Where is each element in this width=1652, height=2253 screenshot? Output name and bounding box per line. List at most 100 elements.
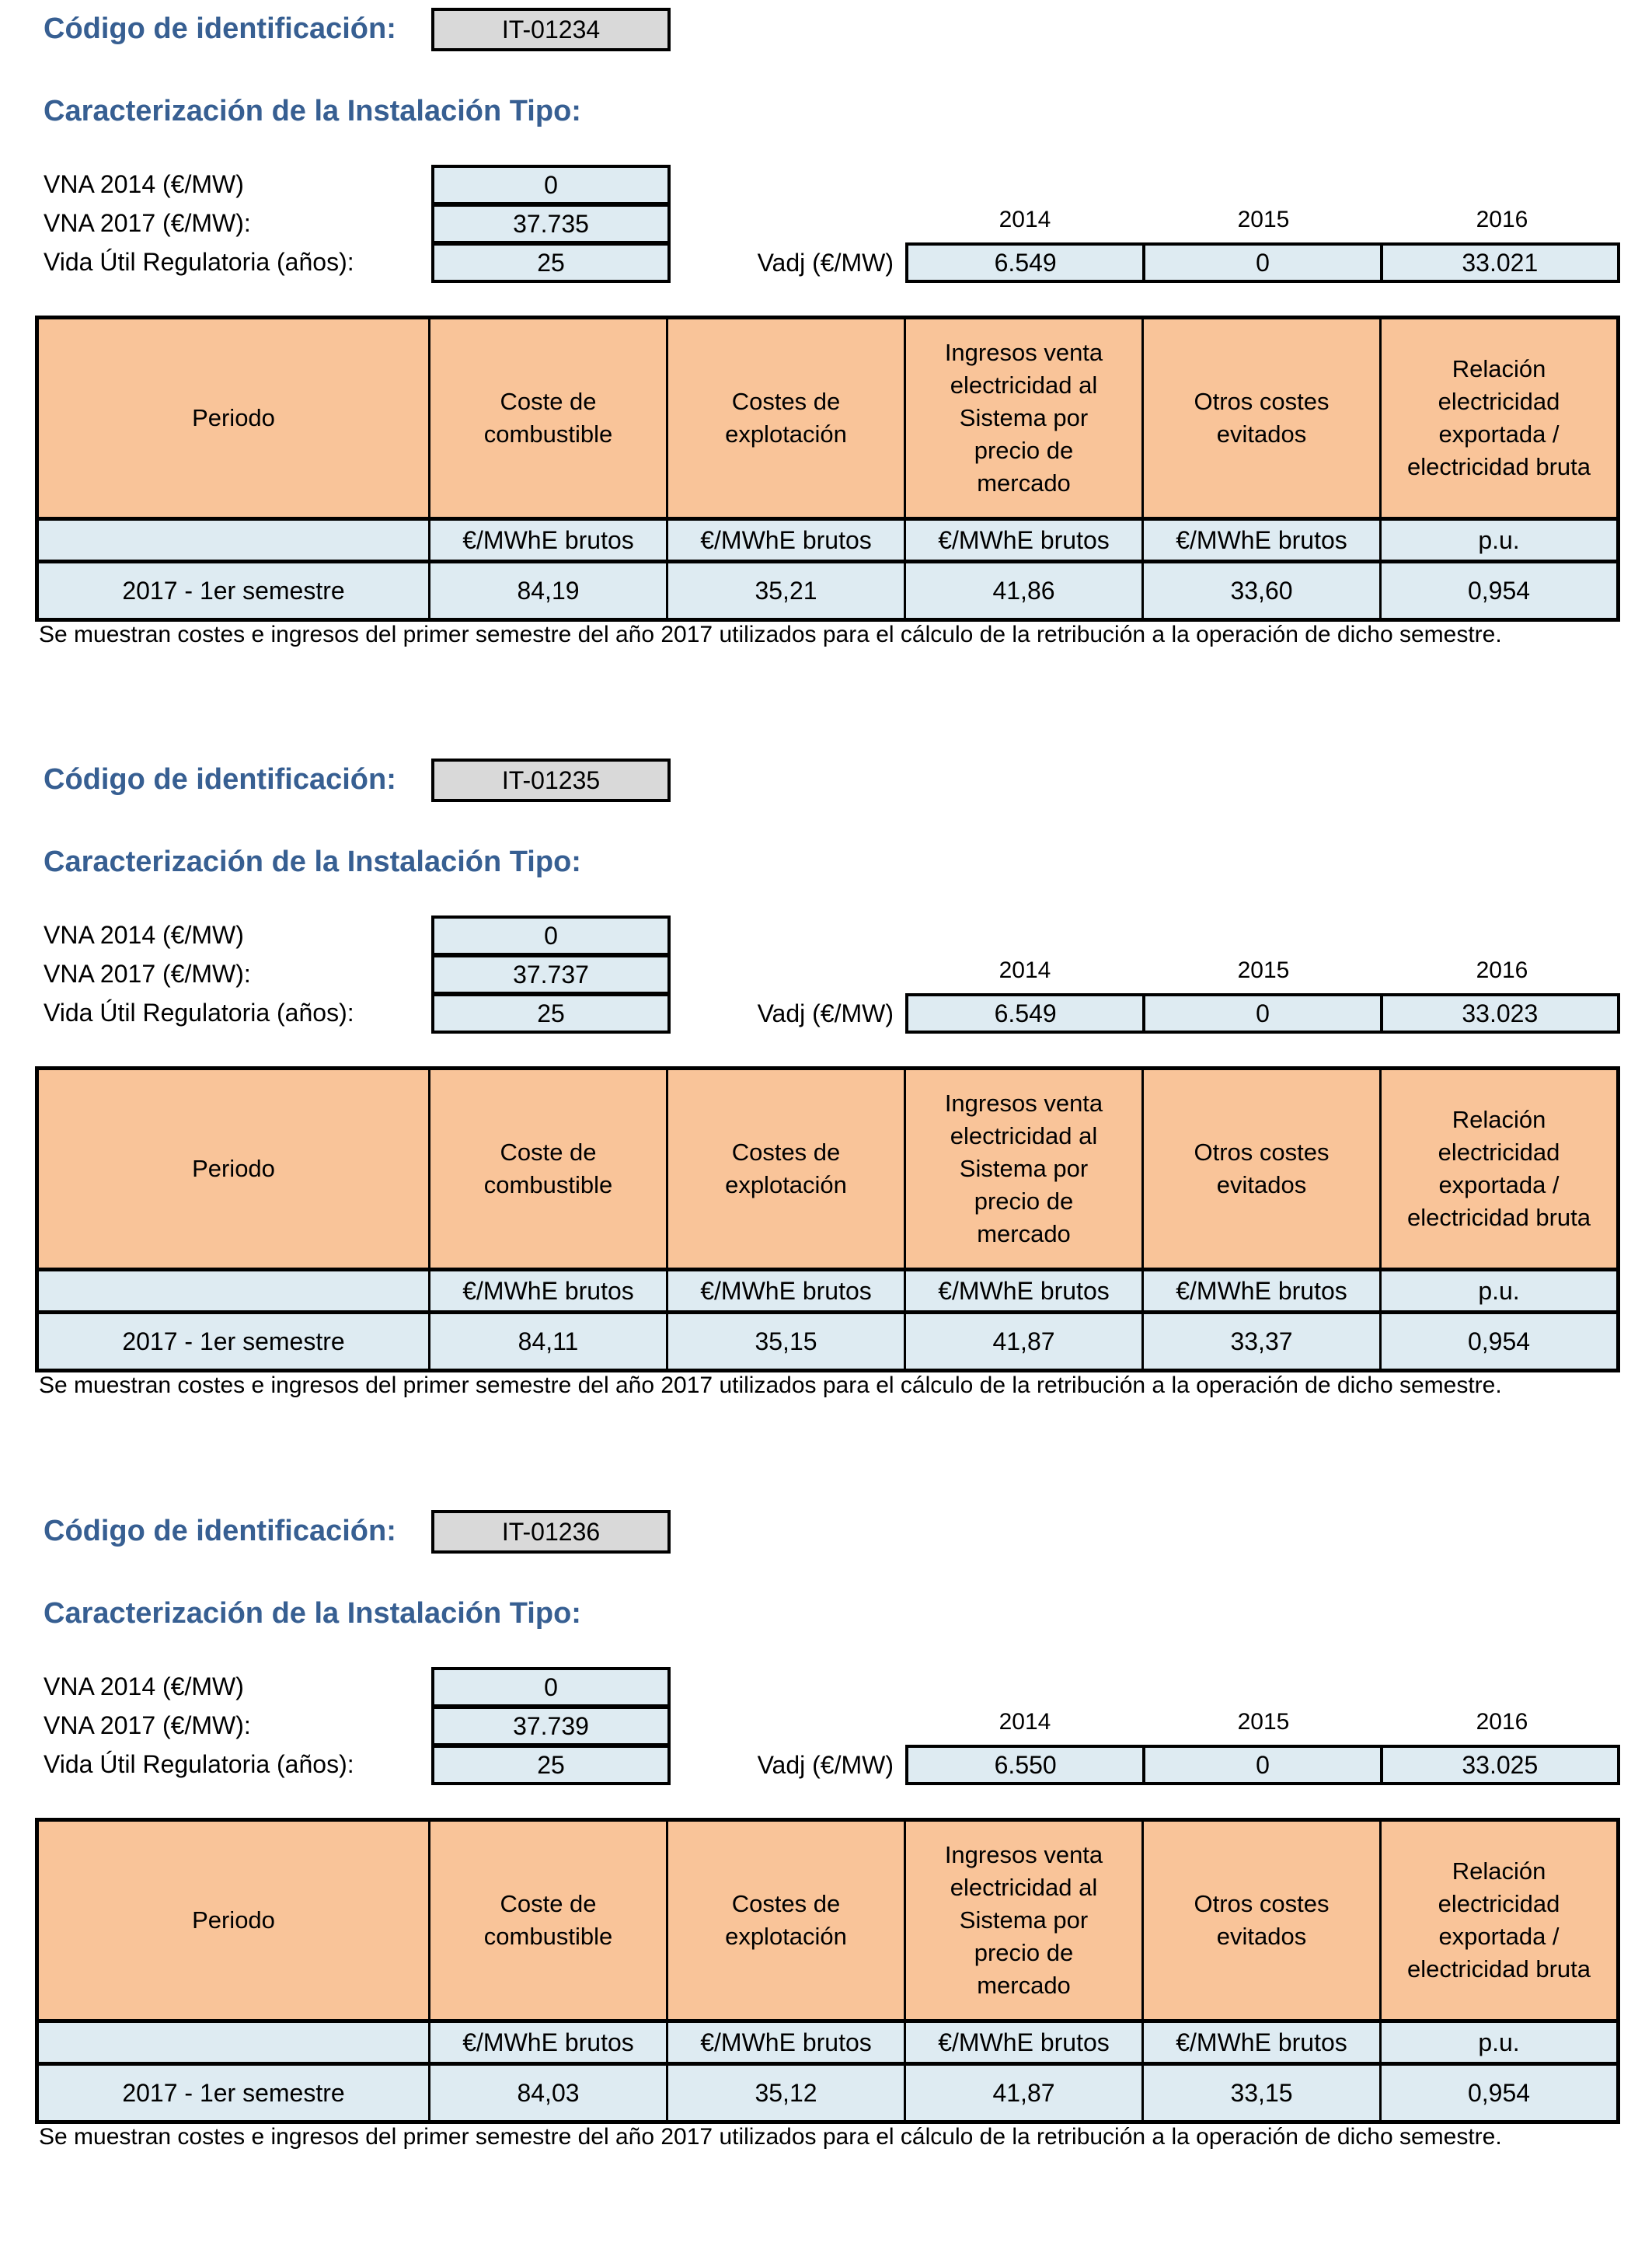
vadj-2014-value: 6.549: [908, 996, 1143, 1031]
vadj-values-box: 6.550 0 33.025: [905, 1745, 1620, 1785]
table-header-row: Periodo Coste de combustible Costes de e…: [36, 316, 1619, 520]
vna-2014-label: VNA 2014 (€/MW): [44, 1672, 244, 1700]
divider: [434, 1743, 667, 1748]
header-otros-costes: Otros costes evitados: [1141, 1819, 1382, 2022]
ingresos-venta-value: 41,86: [904, 560, 1144, 621]
header-periodo: Periodo: [36, 1819, 430, 2022]
year-2016-label: 2016: [1476, 207, 1528, 232]
vadj-label: Vadj (€/MW): [757, 999, 894, 1027]
ingresos-venta-value: 41,87: [904, 1311, 1144, 1372]
costes-explotacion-value: 35,15: [666, 1311, 906, 1372]
divider: [434, 1704, 667, 1709]
codigo-identificacion-box: IT-01235: [431, 759, 671, 802]
units-empty-cell: [36, 2019, 430, 2066]
costes-explotacion-value: 35,21: [666, 560, 906, 621]
vna-values-box: 0 37.737 25: [431, 915, 671, 1034]
divider: [434, 241, 667, 246]
year-2014-label: 2014: [999, 957, 1051, 983]
header-coste-combustible: Coste de combustible: [428, 1819, 668, 2022]
header-ingresos-venta: Ingresos venta electricidad al Sistema p…: [904, 1067, 1144, 1271]
header-relacion-electricidad: Relación electricidad exportada / electr…: [1379, 316, 1619, 520]
year-2014-label: 2014: [999, 207, 1051, 232]
year-2014-label: 2014: [999, 1709, 1051, 1735]
codigo-identificacion-label: Código de identificación:: [44, 12, 396, 45]
year-2015-label: 2015: [1237, 207, 1290, 232]
codigo-identificacion-label: Código de identificación:: [44, 1515, 396, 1547]
vadj-values-box: 6.549 0 33.021: [905, 242, 1620, 283]
caracterizacion-heading: Caracterización de la Instalación Tipo:: [44, 846, 581, 878]
year-2015-label: 2015: [1237, 957, 1290, 983]
year-2016-label: 2016: [1476, 1709, 1528, 1735]
table-data-row: 2017 - 1er semestre 84,19 35,21 41,86 33…: [36, 560, 1619, 621]
units-pu-cell: p.u.: [1379, 2019, 1619, 2066]
vida-util-label: Vida Útil Regulatoria (años):: [44, 998, 354, 1027]
units-cell: €/MWhE brutos: [666, 1268, 906, 1314]
header-periodo: Periodo: [36, 316, 430, 520]
vadj-2016-value: 33.021: [1382, 246, 1617, 280]
periodo-value: 2017 - 1er semestre: [36, 2063, 430, 2123]
vna-2017-value: 37.739: [434, 1709, 667, 1743]
header-otros-costes: Otros costes evitados: [1141, 1067, 1382, 1271]
vadj-2015-value: 0: [1142, 996, 1383, 1031]
caracterizacion-heading: Caracterización de la Instalación Tipo:: [44, 95, 581, 127]
header-coste-combustible: Coste de combustible: [428, 316, 668, 520]
costes-explotacion-value: 35,12: [666, 2063, 906, 2123]
vadj-2014-value: 6.550: [908, 1748, 1143, 1782]
vna-2014-label: VNA 2014 (€/MW): [44, 169, 244, 198]
table-data-row: 2017 - 1er semestre 84,03 35,12 41,87 33…: [36, 2063, 1619, 2123]
instalacion-section-2: Código de identificación: IT-01235 Carac…: [0, 751, 1652, 1501]
units-cell: €/MWhE brutos: [904, 1268, 1144, 1314]
caracterizacion-heading: Caracterización de la Instalación Tipo:: [44, 1597, 581, 1630]
vna-2014-value: 0: [434, 919, 667, 953]
ingresos-venta-value: 41,87: [904, 2063, 1144, 2123]
units-empty-cell: [36, 517, 430, 563]
divider: [434, 992, 667, 996]
units-cell: €/MWhE brutos: [1141, 1268, 1382, 1314]
header-costes-explotacion: Costes de explotación: [666, 1067, 906, 1271]
header-costes-explotacion: Costes de explotación: [666, 1819, 906, 2022]
table-units-row: €/MWhE brutos €/MWhE brutos €/MWhE bruto…: [36, 1268, 1619, 1314]
units-cell: €/MWhE brutos: [904, 517, 1144, 563]
codigo-identificacion-box: IT-01234: [431, 8, 671, 51]
vadj-2016-value: 33.025: [1382, 1748, 1617, 1782]
vida-util-value: 25: [434, 996, 667, 1031]
vna-2017-label: VNA 2017 (€/MW):: [44, 959, 251, 988]
codigo-identificacion-value: IT-01236: [501, 1517, 601, 1546]
units-pu-cell: p.u.: [1379, 517, 1619, 563]
coste-combustible-value: 84,11: [428, 1311, 668, 1372]
otros-costes-value: 33,60: [1141, 560, 1382, 621]
table-data-row: 2017 - 1er semestre 84,11 35,15 41,87 33…: [36, 1311, 1619, 1372]
relacion-electricidad-value: 0,954: [1379, 1311, 1619, 1372]
vida-util-value: 25: [434, 1748, 667, 1782]
vna-2017-label: VNA 2017 (€/MW):: [44, 208, 251, 237]
table-header-row: Periodo Coste de combustible Costes de e…: [36, 1819, 1619, 2022]
table-header-row: Periodo Coste de combustible Costes de e…: [36, 1067, 1619, 1271]
header-ingresos-venta: Ingresos venta electricidad al Sistema p…: [904, 1819, 1144, 2022]
coste-combustible-value: 84,19: [428, 560, 668, 621]
vadj-2015-value: 0: [1142, 246, 1383, 280]
note-text: Se muestran costes e ingresos del primer…: [39, 2124, 1502, 2150]
periodo-value: 2017 - 1er semestre: [36, 560, 430, 621]
units-cell: €/MWhE brutos: [1141, 2019, 1382, 2066]
instalacion-section-3: Código de identificación: IT-01236 Carac…: [0, 1502, 1652, 2253]
codigo-identificacion-box: IT-01236: [431, 1510, 671, 1554]
vna-2017-value: 37.735: [434, 207, 667, 241]
units-cell: €/MWhE brutos: [428, 2019, 668, 2066]
header-costes-explotacion: Costes de explotación: [666, 316, 906, 520]
units-cell: €/MWhE brutos: [666, 2019, 906, 2066]
vadj-label: Vadj (€/MW): [757, 1750, 894, 1779]
periodo-value: 2017 - 1er semestre: [36, 1311, 430, 1372]
header-otros-costes: Otros costes evitados: [1141, 316, 1382, 520]
vna-values-box: 0 37.735 25: [431, 165, 671, 283]
units-cell: €/MWhE brutos: [428, 1268, 668, 1314]
vadj-2016-value: 33.023: [1382, 996, 1617, 1031]
otros-costes-value: 33,37: [1141, 1311, 1382, 1372]
table-units-row: €/MWhE brutos €/MWhE brutos €/MWhE bruto…: [36, 517, 1619, 563]
vna-2017-label: VNA 2017 (€/MW):: [44, 1711, 251, 1739]
codigo-identificacion-value: IT-01235: [501, 766, 601, 794]
units-empty-cell: [36, 1268, 430, 1314]
units-cell: €/MWhE brutos: [904, 2019, 1144, 2066]
codigo-identificacion-value: IT-01234: [501, 15, 601, 44]
vadj-label: Vadj (€/MW): [757, 248, 894, 277]
header-periodo: Periodo: [36, 1067, 430, 1271]
